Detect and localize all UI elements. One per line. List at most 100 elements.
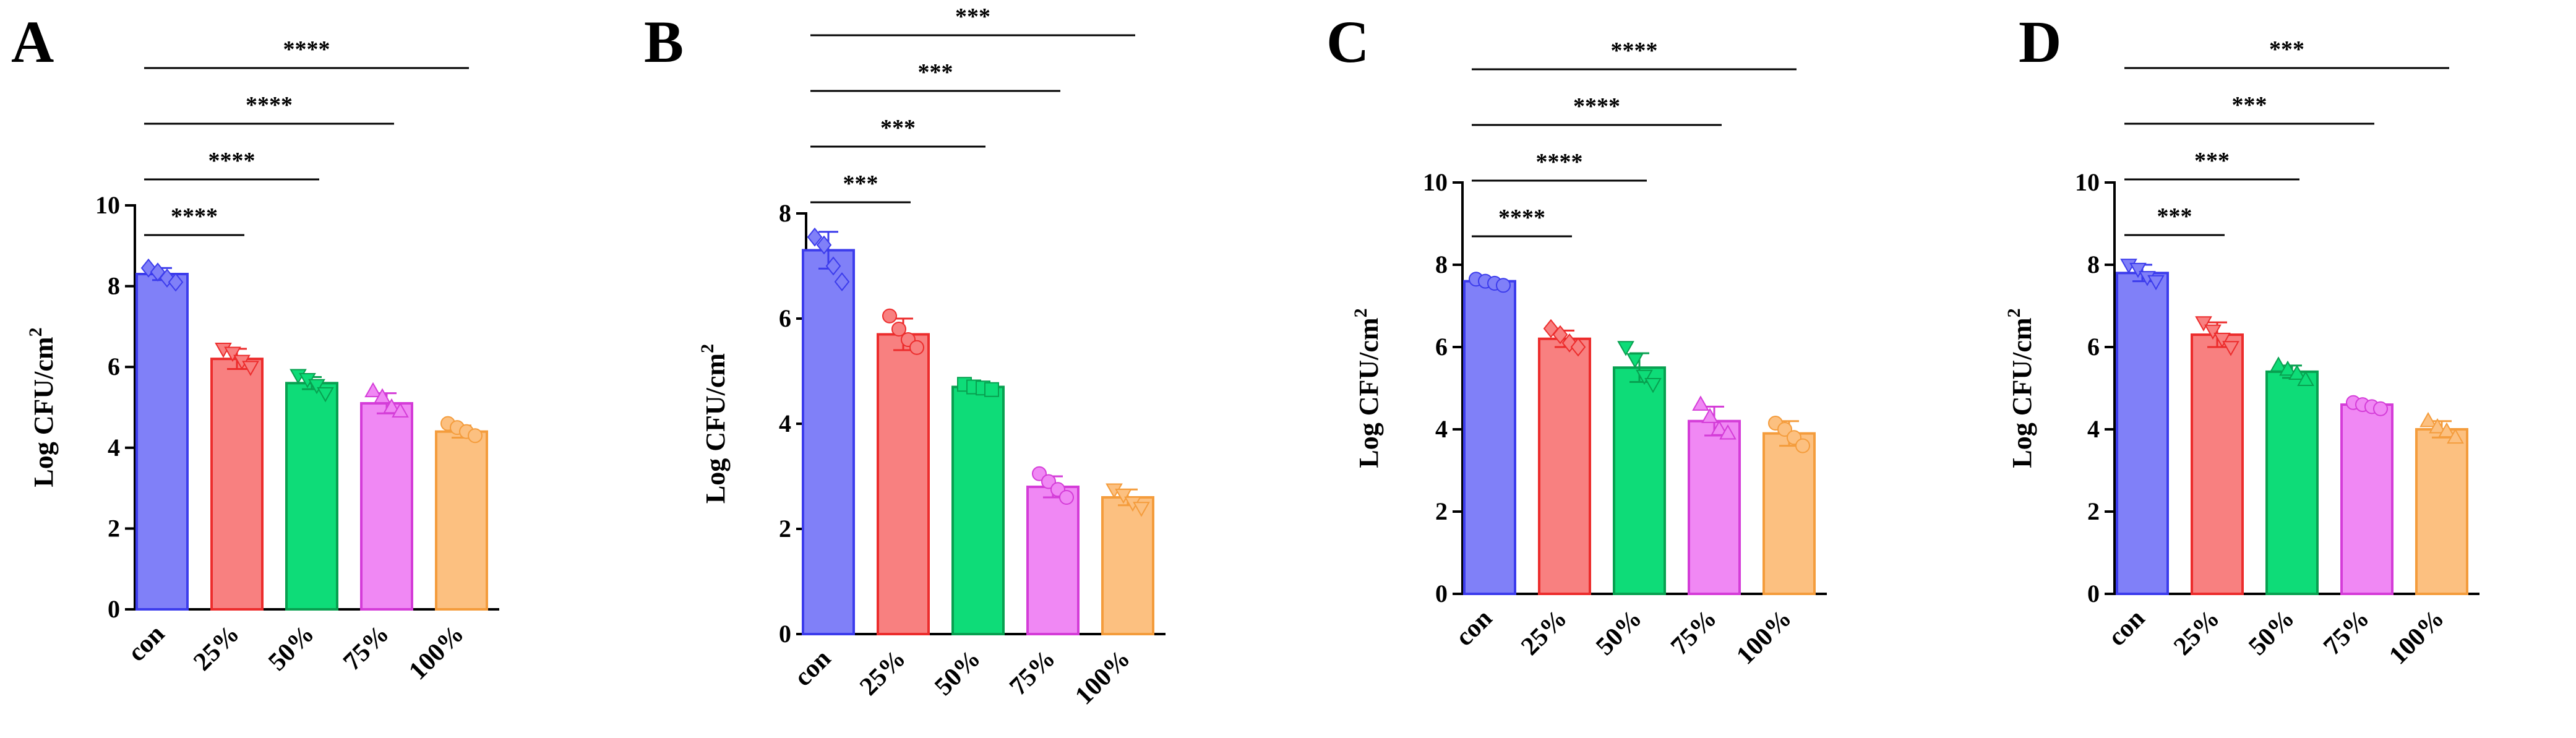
data-point: [224, 346, 241, 363]
data-point: [1496, 278, 1511, 293]
data-point: [882, 308, 897, 324]
data-point: [374, 388, 391, 403]
x-tick-label: 75%: [338, 620, 395, 677]
bar-0: [1463, 280, 1516, 595]
x-tick-label: 50%: [263, 620, 320, 677]
data-point: [1711, 420, 1728, 436]
bar-1: [1538, 337, 1591, 595]
significance-label: ***: [2194, 148, 2230, 174]
data-point: [2438, 422, 2455, 438]
bar-3: [1026, 486, 1080, 635]
significance-label: ****: [1498, 205, 1545, 231]
significance-label: ***: [880, 115, 916, 141]
data-point: [1644, 378, 1662, 393]
data-point: [2129, 262, 2147, 278]
data-point: [2373, 401, 2388, 416]
panel-letter: C: [1326, 9, 1369, 75]
bar-4: [1101, 496, 1154, 635]
x-tick-label: con: [122, 620, 170, 667]
bar-4: [435, 430, 488, 611]
data-point: [1795, 438, 1810, 453]
data-point: [2147, 275, 2165, 291]
bar-1: [2191, 333, 2244, 595]
data-point: [1636, 369, 1653, 385]
y-tick-label: 4: [779, 410, 791, 437]
panel-c: C 0 2 4 6 8 10 Log CFU/cm2 con 25% 50% 75% 100% **** *…: [1288, 0, 1932, 738]
bar-3: [2340, 403, 2394, 595]
data-point: [1570, 337, 1586, 357]
data-point: [825, 256, 841, 276]
y-axis-title: Log CFU/cm2: [697, 344, 731, 504]
significance-label: ***: [2269, 36, 2304, 62]
y-tick-label: 4: [1435, 415, 1448, 443]
y-tick-label: 8: [1435, 251, 1448, 278]
significance-label: ****: [208, 148, 255, 174]
significance-label: ***: [955, 4, 990, 30]
y-tick-label: 4: [108, 434, 120, 461]
data-point: [2270, 356, 2287, 372]
x-tick-label: con: [1450, 604, 1498, 652]
y-axis-title-text: Log CFU/cm: [28, 337, 59, 487]
y-tick-label: 2: [1435, 497, 1448, 525]
x-tick-label: 25%: [2168, 604, 2225, 661]
panel-letter: D: [2019, 9, 2061, 75]
data-point: [2288, 364, 2306, 380]
x-tick-label: con: [789, 645, 836, 692]
y-axis-title: Log CFU/cm2: [1350, 308, 1384, 468]
y-tick-label: 8: [108, 272, 120, 300]
y-tick-label: 0: [2087, 580, 2100, 607]
data-point: [2279, 360, 2296, 376]
data-point: [1719, 424, 1737, 440]
y-tick-label: 0: [779, 620, 791, 648]
data-point: [2204, 324, 2222, 340]
y-axis-title-superscript: 2: [25, 327, 46, 337]
y-tick-label: 4: [2087, 415, 2100, 443]
x-tick-label: 25%: [188, 620, 245, 677]
significance-label: ****: [1573, 93, 1620, 119]
x-tick-label: 100%: [1731, 604, 1797, 671]
significance-label: ****: [171, 204, 218, 230]
significance-label: ****: [283, 36, 330, 62]
y-tick-label: 6: [2087, 333, 2100, 361]
significance-label: ***: [2157, 204, 2192, 230]
data-point: [1777, 422, 1792, 437]
x-tick-label: 50%: [929, 645, 986, 702]
data-point: [2297, 371, 2314, 386]
bar-2: [2265, 370, 2319, 596]
bar-0: [2116, 272, 2169, 595]
data-point: [909, 340, 924, 355]
y-axis-title-superscript: 2: [1350, 308, 1371, 317]
data-point: [168, 272, 184, 292]
bar-1: [210, 358, 264, 611]
significance-label: ***: [843, 171, 878, 197]
data-point: [2213, 332, 2231, 348]
data-point: [2222, 341, 2239, 356]
x-tick-label: 25%: [854, 645, 911, 702]
x-tick-label: 50%: [1591, 604, 1647, 661]
data-point: [1692, 395, 1709, 411]
data-point: [383, 398, 400, 414]
y-tick-label: 10: [2075, 168, 2100, 196]
bar-0: [135, 273, 189, 611]
data-point: [834, 272, 850, 291]
y-axis-title-text: Log CFU/cm: [1354, 317, 1384, 468]
data-point: [1552, 325, 1568, 345]
data-point: [468, 428, 483, 444]
panel-letter: B: [644, 9, 684, 75]
y-tick-label: 6: [1435, 333, 1448, 361]
y-tick-label: 10: [1423, 168, 1448, 196]
x-tick-label: 75%: [2318, 604, 2375, 661]
y-tick-label: 8: [2087, 251, 2100, 278]
y-axis-title: Log CFU/cm2: [2004, 308, 2037, 468]
panel-letter: A: [11, 9, 54, 75]
panel-d: D 0 2 4 6 8 10 Log CFU/cm2 con 25% 50% 75% 100% *** **…: [1932, 0, 2576, 738]
x-tick-label: 25%: [1516, 604, 1573, 661]
significance-label: ***: [2232, 92, 2267, 118]
data-point: [1701, 408, 1719, 423]
significance-label: ****: [1536, 149, 1583, 175]
data-point: [308, 379, 325, 395]
bar-1: [877, 333, 930, 635]
